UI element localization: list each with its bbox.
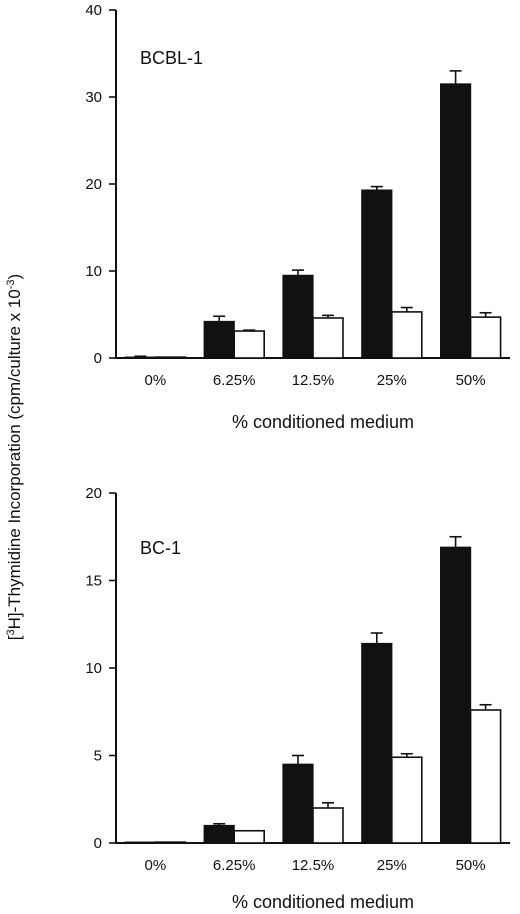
bar-open <box>312 317 344 359</box>
bar-solid <box>124 356 157 359</box>
y-tick-label: 10 <box>85 660 102 677</box>
y-tick-label: 15 <box>85 573 102 590</box>
chart-panel-bcbl1: 0 10 20 30 40 BCBL-1 0% 6.25% 12.5% 25% 50% % condi… <box>85 2 510 432</box>
bar-solid <box>361 189 393 359</box>
x-tick-label: 12.5% <box>292 857 335 874</box>
y-tick-label: 5 <box>94 748 102 765</box>
y-tick-label: 20 <box>85 176 102 193</box>
bar-solid <box>124 841 157 844</box>
x-tick-label: 6.25% <box>213 857 256 874</box>
bar-open <box>233 829 265 844</box>
y-axis-label: [3H]-Thymidine Incorporation (cpm/cultur… <box>5 274 24 640</box>
panel-title: BCBL-1 <box>140 48 203 68</box>
chart-panel-bc1: 0 5 10 15 20 BC-1 0% 6.25% 12.5% 25% 50% % conditio… <box>85 485 510 912</box>
y-tick-label: 0 <box>94 835 102 852</box>
bar-open <box>469 709 502 844</box>
bar-solid <box>440 546 472 844</box>
bar-open <box>312 807 344 844</box>
y-tick-label: 30 <box>85 89 102 106</box>
x-tick-label: 12.5% <box>292 372 335 389</box>
x-axis-title: % conditioned medium <box>232 892 414 912</box>
bar-solid <box>282 763 314 844</box>
bar-solid <box>203 824 235 844</box>
panel-title: BC-1 <box>140 538 181 558</box>
bar-solid <box>361 642 393 844</box>
y-tick-label: 40 <box>85 2 102 19</box>
y-tick-label: 20 <box>85 485 102 502</box>
bar-solid <box>203 320 235 359</box>
bar-solid <box>440 83 472 359</box>
bar-open <box>390 311 423 359</box>
bar-open <box>154 841 187 844</box>
bar-solid <box>282 274 314 359</box>
bar-open <box>469 316 502 359</box>
x-tick-label: 50% <box>456 857 486 874</box>
bar-open <box>233 330 265 359</box>
x-tick-label: 0% <box>145 857 167 874</box>
x-axis-title: % conditioned medium <box>232 412 414 432</box>
bar-open <box>154 356 187 359</box>
x-tick-label: 50% <box>456 372 486 389</box>
x-tick-label: 6.25% <box>213 372 256 389</box>
y-tick-label: 10 <box>85 263 102 280</box>
x-tick-label: 25% <box>377 372 407 389</box>
x-tick-label: 25% <box>377 857 407 874</box>
x-tick-label: 0% <box>145 372 167 389</box>
y-tick-label: 0 <box>94 350 102 367</box>
bar-open <box>390 756 423 844</box>
